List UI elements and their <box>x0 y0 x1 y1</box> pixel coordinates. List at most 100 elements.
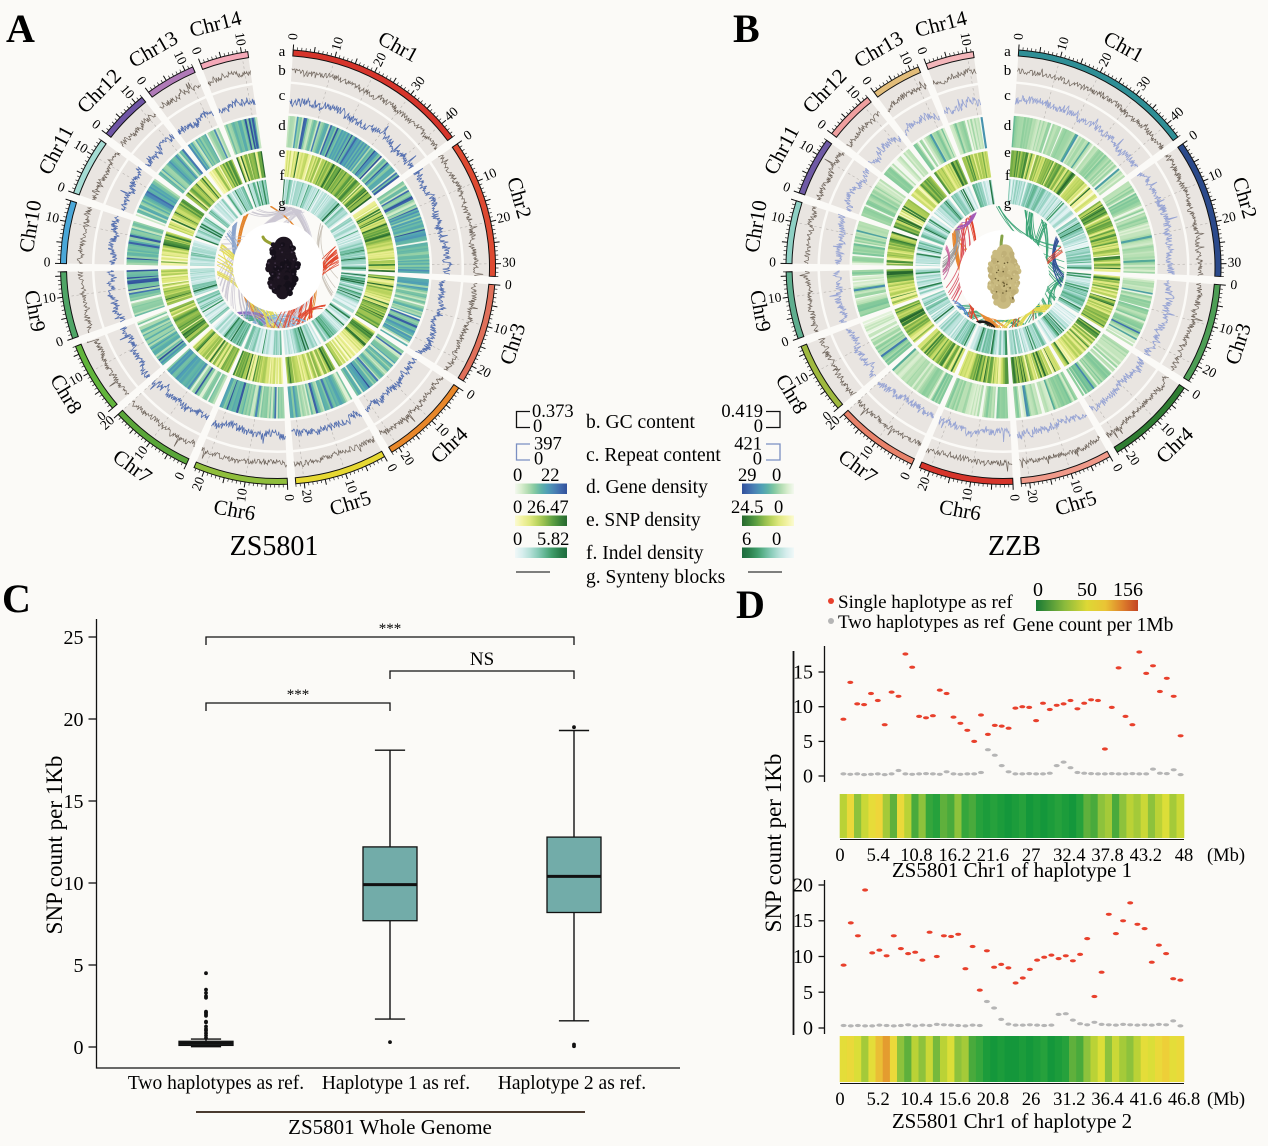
svg-text:ZS5801: ZS5801 <box>230 531 319 562</box>
svg-text:10: 10 <box>328 35 346 52</box>
svg-text:Single haplotype as ref: Single haplotype as ref <box>838 592 1013 613</box>
svg-text:B: B <box>733 6 760 51</box>
svg-text:20: 20 <box>1025 489 1042 504</box>
svg-text:0: 0 <box>1010 32 1025 40</box>
svg-text:0: 0 <box>772 466 781 486</box>
svg-text:0: 0 <box>779 333 791 349</box>
svg-text:g. Synteny blocks: g. Synteny blocks <box>586 567 725 588</box>
svg-text:24.5: 24.5 <box>731 498 763 518</box>
svg-text:ZS5801 Whole Genome: ZS5801 Whole Genome <box>288 1115 492 1139</box>
svg-text:e. SNP density: e. SNP density <box>586 510 701 531</box>
svg-text:20: 20 <box>475 361 494 381</box>
svg-text:20: 20 <box>1221 209 1238 227</box>
svg-text:Two haplotypes as ref: Two haplotypes as ref <box>838 612 1006 633</box>
svg-text:***: *** <box>379 621 402 637</box>
svg-text:A: A <box>6 6 35 51</box>
svg-text:c: c <box>1004 88 1011 104</box>
svg-text:10: 10 <box>770 208 787 226</box>
svg-text:46.8: 46.8 <box>1168 1090 1200 1110</box>
svg-text:10: 10 <box>492 320 509 338</box>
svg-text:ZS5801 Chr1 of haplotype 2: ZS5801 Chr1 of haplotype 2 <box>892 1109 1132 1133</box>
svg-text:421: 421 <box>734 435 762 455</box>
svg-text:20: 20 <box>299 489 316 504</box>
svg-text:20: 20 <box>793 875 813 897</box>
svg-text:0: 0 <box>56 179 68 195</box>
svg-text:0: 0 <box>534 450 543 470</box>
svg-text:c: c <box>279 88 286 104</box>
svg-text:5.2: 5.2 <box>867 1090 890 1110</box>
svg-text:15: 15 <box>64 791 84 813</box>
svg-text:32.4: 32.4 <box>1053 846 1085 866</box>
svg-text:0: 0 <box>282 494 297 502</box>
svg-text:20: 20 <box>1200 361 1219 381</box>
svg-text:b: b <box>1004 63 1012 79</box>
svg-text:0: 0 <box>504 277 512 293</box>
svg-text:5.4: 5.4 <box>867 846 890 866</box>
svg-text:26: 26 <box>1022 1090 1041 1110</box>
svg-text:0: 0 <box>835 846 844 866</box>
svg-text:16.2: 16.2 <box>939 846 971 866</box>
svg-text:41.6: 41.6 <box>1130 1090 1162 1110</box>
svg-text:0: 0 <box>513 466 522 486</box>
svg-text:Two haplotypes as ref.: Two haplotypes as ref. <box>128 1073 304 1094</box>
svg-text:0: 0 <box>533 417 542 437</box>
svg-text:a: a <box>1004 44 1011 60</box>
svg-text:Haplotype 1 as ref.: Haplotype 1 as ref. <box>322 1073 470 1094</box>
svg-text:20: 20 <box>1095 50 1115 69</box>
svg-text:f: f <box>280 168 285 184</box>
svg-text:0: 0 <box>753 450 762 470</box>
svg-text:5: 5 <box>803 982 813 1004</box>
svg-text:0: 0 <box>285 32 300 40</box>
svg-text:10: 10 <box>959 487 976 503</box>
svg-text:10: 10 <box>64 873 84 895</box>
svg-text:Haplotype 2 as ref.: Haplotype 2 as ref. <box>498 1073 646 1094</box>
svg-text:e: e <box>279 145 286 161</box>
svg-text:10: 10 <box>41 289 57 306</box>
svg-text:20: 20 <box>495 209 512 227</box>
svg-text:29: 29 <box>738 466 757 486</box>
svg-text:***: *** <box>287 687 310 703</box>
svg-text:20: 20 <box>189 475 208 493</box>
svg-text:e: e <box>1004 145 1011 161</box>
svg-text:15: 15 <box>793 910 813 932</box>
svg-text:10: 10 <box>1068 477 1087 495</box>
svg-text:b. GC content: b. GC content <box>586 412 695 433</box>
svg-text:27: 27 <box>1022 846 1041 866</box>
svg-text:22: 22 <box>541 466 560 486</box>
svg-text:(Mb): (Mb) <box>1207 1090 1245 1110</box>
svg-text:48: 48 <box>1175 846 1194 866</box>
svg-text:20: 20 <box>64 709 84 731</box>
svg-text:10: 10 <box>958 31 975 47</box>
svg-text:10: 10 <box>1054 35 1072 52</box>
svg-text:0: 0 <box>1007 494 1022 502</box>
svg-text:0: 0 <box>914 45 931 57</box>
svg-text:10: 10 <box>232 31 249 47</box>
svg-text:30: 30 <box>502 254 516 269</box>
svg-text:10: 10 <box>480 165 499 184</box>
svg-text:SNP count per 1Kb: SNP count per 1Kb <box>761 754 786 933</box>
svg-text:d. Gene density: d. Gene density <box>586 477 708 498</box>
svg-text:10: 10 <box>767 289 783 306</box>
svg-text:c. Repeat content: c. Repeat content <box>586 445 721 466</box>
svg-text:0: 0 <box>1033 579 1043 601</box>
svg-text:0: 0 <box>74 1037 84 1059</box>
svg-text:25: 25 <box>64 627 84 649</box>
svg-text:5: 5 <box>74 955 84 977</box>
svg-text:10: 10 <box>793 696 813 718</box>
svg-text:50: 50 <box>1077 579 1097 601</box>
svg-text:21.6: 21.6 <box>977 846 1009 866</box>
svg-text:10: 10 <box>1206 165 1225 184</box>
svg-text:g: g <box>278 196 286 212</box>
svg-text:20.8: 20.8 <box>977 1090 1009 1110</box>
svg-text:10: 10 <box>44 208 61 226</box>
svg-text:0: 0 <box>781 179 793 195</box>
svg-text:156: 156 <box>1113 579 1143 601</box>
svg-text:Gene count per 1Mb: Gene count per 1Mb <box>1013 615 1174 636</box>
svg-text:10: 10 <box>233 487 250 503</box>
svg-text:10: 10 <box>896 48 915 67</box>
svg-text:6: 6 <box>742 530 751 550</box>
svg-text:43.2: 43.2 <box>1130 846 1162 866</box>
svg-text:15.6: 15.6 <box>939 1090 971 1110</box>
svg-text:d: d <box>1004 118 1012 134</box>
svg-text:36.4: 36.4 <box>1091 1090 1123 1110</box>
